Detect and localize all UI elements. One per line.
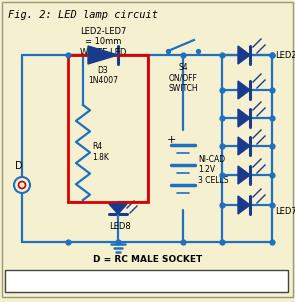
Polygon shape	[109, 204, 127, 214]
Text: D = RC MALE SOCKET: D = RC MALE SOCKET	[94, 255, 203, 264]
Text: S4
ON/OFF
SWITCH: S4 ON/OFF SWITCH	[168, 63, 198, 93]
Polygon shape	[238, 109, 250, 127]
Text: LED7: LED7	[275, 207, 295, 216]
Text: LED2-LED7
= 10mm
WHITE LED: LED2-LED7 = 10mm WHITE LED	[80, 27, 126, 57]
Text: LED2: LED2	[275, 50, 295, 59]
Text: Fig. 2: LED lamp circuit: Fig. 2: LED lamp circuit	[8, 10, 158, 20]
Text: NI-CAD
1.2V
3 CELLS: NI-CAD 1.2V 3 CELLS	[198, 155, 229, 185]
Polygon shape	[238, 166, 250, 184]
Text: +: +	[167, 135, 176, 145]
Polygon shape	[238, 196, 250, 214]
Polygon shape	[238, 137, 250, 155]
Text: LED8: LED8	[109, 222, 131, 231]
Text: D: D	[15, 161, 23, 171]
Polygon shape	[88, 46, 118, 64]
Text: D3
1N4007: D3 1N4007	[88, 66, 118, 85]
Bar	[68, 55, 148, 202]
Bar	[5, 270, 288, 292]
Text: www.ExtremeCircuits.net: www.ExtremeCircuits.net	[81, 276, 216, 286]
Text: R4
1.8K: R4 1.8K	[92, 142, 109, 162]
Polygon shape	[238, 46, 250, 64]
Polygon shape	[238, 81, 250, 99]
